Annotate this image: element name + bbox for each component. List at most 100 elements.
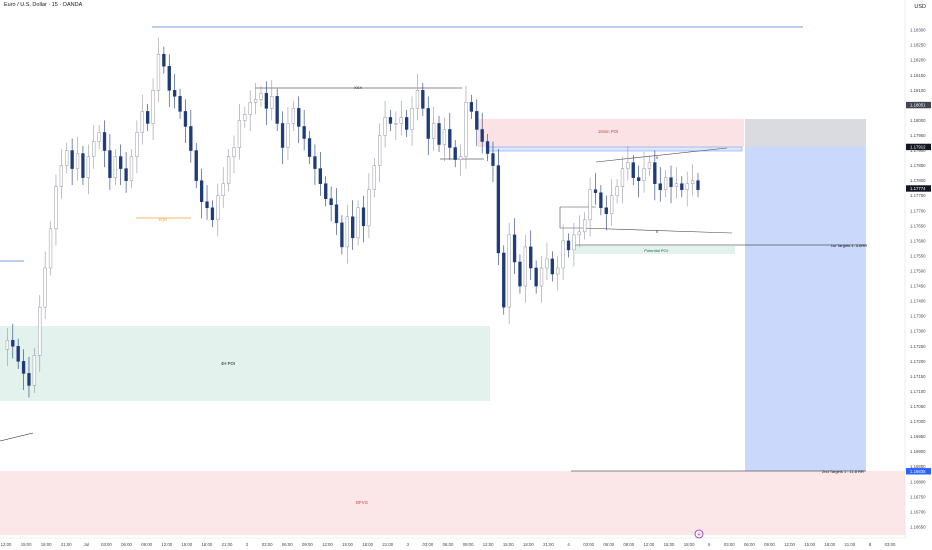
time-tick-label: 21:00: [543, 542, 554, 547]
candle-body: [588, 189, 592, 221]
candle-body: [431, 123, 436, 139]
time-axis[interactable]: 12:00 15:00 18:00 21:00 Jul 03:00 06:00 09:00 12…: [1, 542, 896, 547]
candle-body: [383, 117, 387, 136]
candle-body: [556, 267, 560, 275]
price-tick-label: 1.17800: [910, 178, 926, 183]
candle-body: [502, 252, 506, 308]
price-tick-label: 1.16750: [910, 494, 926, 499]
candle-body: [545, 258, 549, 269]
price-tick-label: 1.16850: [910, 464, 926, 469]
price-tick-label: 1.17450: [910, 284, 926, 289]
candle-body: [539, 267, 544, 287]
candle-body: [523, 246, 527, 287]
candle-body: [334, 204, 339, 224]
alert-marker-icon[interactable]: [694, 529, 704, 539]
time-tick-label: 12:00: [644, 542, 655, 547]
price-marker-badge: [906, 185, 931, 192]
candlestick-series: [5, 37, 700, 398]
candle-body: [410, 108, 414, 130]
price-tick-label: 1.17950: [910, 133, 926, 138]
time-tick-label: 09:00: [302, 542, 313, 547]
label-second-target: 2nd Targets 1 : 11.8 RR: [822, 469, 864, 474]
candle-body: [173, 90, 177, 97]
candle-body: [394, 123, 398, 125]
candle-body: [167, 65, 171, 91]
candle-body: [361, 207, 366, 227]
candle-body: [518, 261, 522, 287]
price-tick-label: 1.17200: [910, 359, 926, 364]
candle-body: [696, 180, 700, 190]
candle-body: [599, 192, 603, 209]
time-tick-label: 12:00: [1, 542, 12, 547]
time-tick-label: 12:00: [483, 542, 494, 547]
candle-body: [297, 108, 301, 127]
time-tick-label: 18:00: [202, 542, 213, 547]
price-marker-label: 1.16835: [910, 469, 926, 474]
zone-potential-poi: [575, 246, 735, 254]
candle-body: [572, 234, 576, 251]
candle-body: [318, 168, 322, 184]
candle-body: [253, 99, 258, 103]
time-tick-label: 03:00: [724, 542, 735, 547]
label-dfvg: DFVG: [356, 500, 369, 505]
candle-body: [189, 126, 193, 151]
candle-body: [156, 53, 161, 91]
price-tick-label: 1.17850: [910, 163, 926, 168]
price-axis[interactable]: 1.18300 1.18250 1.18200 1.18150 1.18100 1.180…: [904, 0, 931, 538]
candle-body: [534, 267, 538, 287]
candle-body: [86, 156, 90, 178]
candle-body: [653, 162, 657, 184]
candle-body: [232, 147, 236, 157]
time-tick-label: 12:00: [161, 542, 172, 547]
price-tick-label: 1.18150: [910, 73, 926, 78]
candle-body: [496, 165, 501, 254]
candle-body: [146, 111, 150, 124]
candle-body: [65, 150, 69, 166]
time-tick-label: 8: [869, 542, 872, 547]
candle-body: [291, 108, 295, 124]
time-tick-label: 15:00: [503, 542, 514, 547]
position-target-zone: [745, 147, 866, 471]
price-tick-label: 1.17700: [910, 208, 926, 213]
candle-body: [129, 156, 134, 181]
price-marker-label: 1.17774: [910, 186, 926, 191]
price-marker-label: 1.18051: [910, 103, 926, 108]
label-x-lower: X: [656, 229, 659, 234]
time-tick-label: 15:00: [181, 542, 192, 547]
candle-body: [421, 90, 425, 109]
time-tick-label: 09:00: [463, 542, 474, 547]
price-tick-label: 1.17250: [910, 344, 926, 349]
candle-body: [205, 201, 209, 209]
candle-body: [637, 177, 641, 181]
price-tick-label: 1.17750: [910, 193, 926, 198]
time-tick-label: 06:00: [744, 542, 755, 547]
candle-body: [356, 207, 360, 239]
time-tick-label: 3: [407, 542, 410, 547]
price-tick-label: 1.17000: [910, 419, 926, 424]
time-tick-label: 06:00: [443, 542, 454, 547]
price-tick-label: 1.17600: [910, 238, 926, 243]
time-tick-label: 18:00: [362, 542, 373, 547]
time-tick-label: 06:00: [121, 542, 132, 547]
candle-body: [469, 102, 474, 112]
candle-body: [378, 135, 382, 166]
price-tick-label: 1.17350: [910, 314, 926, 319]
price-tick-label: 1.17900: [910, 148, 926, 153]
candle-body: [135, 132, 139, 157]
candle-body: [620, 168, 625, 187]
candle-body: [221, 183, 225, 196]
price-marker-badge: [906, 143, 931, 151]
price-tick-label: 1.18000: [910, 118, 926, 123]
candle-body: [32, 355, 37, 386]
time-tick-label: 18:00: [824, 542, 835, 547]
candle-body: [38, 306, 42, 356]
candle-body: [243, 114, 247, 121]
candle-body: [194, 150, 198, 181]
candle-body: [16, 346, 20, 362]
candle-body: [113, 156, 117, 178]
time-tick-label: 03:00: [885, 542, 896, 547]
time-tick-label: 18:00: [41, 542, 52, 547]
candle-body: [307, 138, 312, 157]
candle-body: [275, 96, 279, 124]
